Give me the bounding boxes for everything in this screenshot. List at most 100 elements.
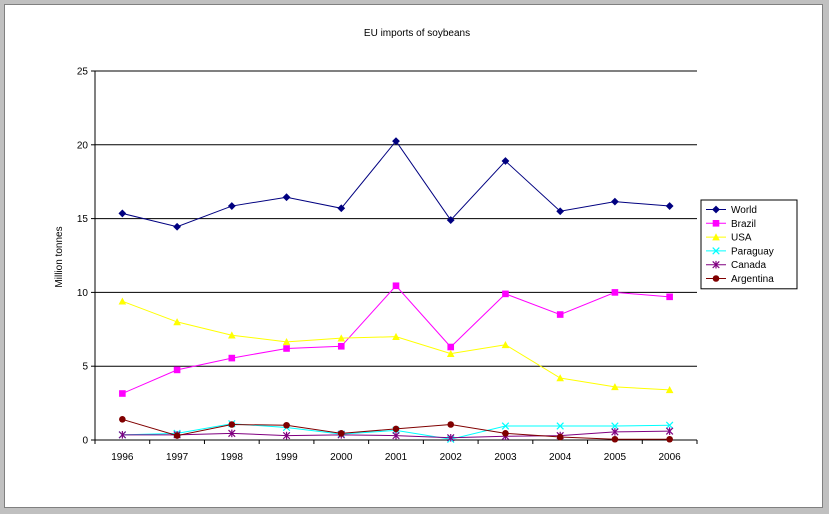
data-point-paraguay — [665, 421, 674, 429]
data-point-brazil — [611, 289, 619, 296]
data-point-brazil — [502, 290, 509, 298]
data-point-usa — [611, 383, 619, 391]
data-point-world — [665, 202, 674, 210]
data-point-world — [556, 207, 565, 216]
data-point-argentina — [392, 425, 400, 433]
chart-title: EU imports of soybeans — [364, 28, 470, 39]
legend-marker — [712, 260, 720, 269]
data-point-usa — [337, 334, 346, 342]
data-point-argentina — [611, 435, 619, 443]
data-point-brazil — [228, 354, 236, 362]
legend-marker — [712, 220, 720, 227]
data-point-argentina — [666, 435, 673, 443]
legend-label: USA — [731, 233, 752, 244]
data-point-brazil — [119, 390, 126, 397]
data-point-canada — [228, 429, 236, 438]
data-point-argentina — [556, 433, 564, 441]
y-tick-label: 10 — [77, 288, 89, 299]
legend-marker — [712, 247, 720, 255]
data-point-world — [501, 157, 510, 165]
legend-item-world: World — [706, 205, 757, 216]
marker-stroke — [712, 247, 720, 255]
legend-label: Canada — [731, 260, 766, 271]
data-point-usa — [118, 297, 127, 305]
legend-item-brazil: Brazil — [706, 219, 756, 230]
series-canada — [118, 427, 674, 442]
marker-stroke — [501, 422, 510, 430]
data-point-usa — [392, 332, 400, 340]
legend-label: World — [731, 205, 757, 216]
data-point-brazil — [447, 343, 455, 351]
data-point-canada — [282, 431, 291, 440]
data-point-brazil — [556, 311, 564, 318]
y-tick-label: 25 — [77, 67, 89, 78]
x-tick-label: 2003 — [494, 452, 517, 463]
legend-item-paraguay: Paraguay — [706, 246, 774, 257]
legend-box — [700, 199, 798, 290]
y-axis-label: Million tonnes — [54, 226, 65, 287]
marker-stroke — [556, 422, 564, 430]
data-point-usa — [501, 340, 510, 349]
data-point-argentina — [283, 421, 290, 429]
data-point-world — [446, 216, 455, 224]
legend: World Brazil USA Paraguay Canada Argentina — [700, 199, 798, 290]
data-point-world — [173, 222, 181, 231]
data-point-usa — [446, 349, 455, 357]
data-point-paraguay — [611, 422, 619, 430]
data-point-usa — [173, 318, 181, 326]
data-point-canada — [392, 431, 400, 440]
data-point-world — [611, 197, 619, 206]
legend-item-canada: Canada — [706, 260, 766, 271]
series-brazil — [119, 282, 673, 397]
x-tick-label: 2000 — [330, 452, 353, 463]
data-point-world — [227, 202, 236, 210]
x-tick-label: 2005 — [604, 452, 627, 463]
line-chart: EU imports of soybeans 0 5 10 15 20 25 1996 199… — [54, 28, 798, 463]
data-point-world — [118, 209, 127, 218]
legend-item-usa: USA — [706, 233, 752, 244]
x-tick-label: 2001 — [385, 452, 408, 463]
data-point-argentina — [502, 430, 509, 437]
x-tick-label: 1998 — [221, 452, 244, 463]
x-tick-label: 1999 — [275, 452, 298, 463]
x-tick-label: 1997 — [166, 452, 189, 463]
data-point-usa — [665, 386, 674, 394]
legend-item-argentina: Argentina — [706, 274, 774, 285]
legend-label: Paraguay — [731, 246, 774, 257]
data-point-usa — [556, 374, 564, 382]
data-point-brazil — [392, 282, 400, 290]
marker-stroke — [665, 421, 674, 429]
legend-marker — [712, 275, 720, 282]
data-point-brazil — [337, 342, 345, 350]
data-point-paraguay — [501, 422, 510, 430]
data-point-canada — [118, 431, 127, 439]
data-point-paraguay — [556, 422, 564, 430]
y-tick-label: 0 — [82, 436, 88, 447]
data-point-argentina — [337, 430, 345, 437]
series-usa — [118, 297, 674, 394]
data-point-usa — [228, 331, 236, 339]
plot-area: 0 5 10 15 20 25 1996 1997 1998 1999 2000 2001 2002 20… — [77, 67, 698, 463]
legend-marker — [712, 233, 720, 241]
marker-stroke — [611, 422, 619, 430]
series-line-world — [122, 140, 670, 228]
data-point-usa — [282, 338, 291, 346]
data-point-canada — [665, 427, 674, 435]
data-point-canada — [611, 428, 619, 436]
data-point-argentina — [228, 421, 236, 428]
legend-label: Argentina — [731, 274, 774, 285]
x-tick-label: 2006 — [659, 452, 682, 463]
legend-label: Brazil — [731, 219, 756, 230]
x-tick-label: 2004 — [549, 452, 572, 463]
x-tick-label: 2002 — [440, 452, 463, 463]
data-point-brazil — [666, 293, 673, 301]
data-point-brazil — [283, 345, 290, 352]
data-point-world — [392, 137, 400, 146]
x-tick-label: 1996 — [111, 452, 134, 463]
y-tick-label: 5 — [82, 362, 88, 373]
data-point-argentina — [173, 432, 181, 439]
series-world — [118, 137, 674, 231]
series-line-usa — [122, 300, 670, 391]
y-tick-label: 15 — [77, 214, 89, 225]
data-point-brazil — [173, 366, 181, 374]
